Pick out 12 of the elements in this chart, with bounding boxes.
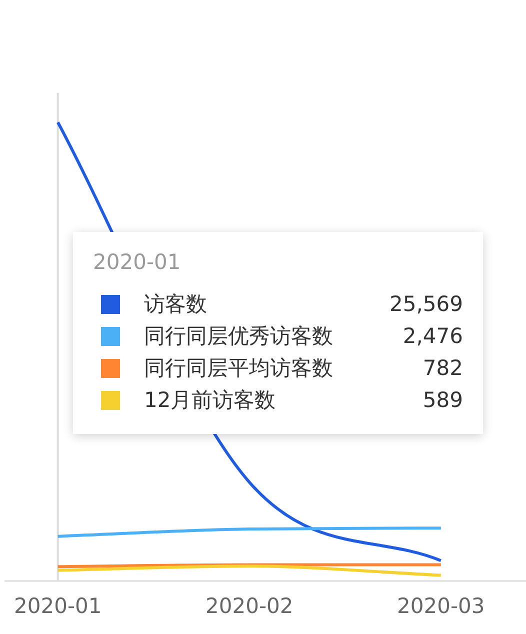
annotation: 2020-01 bbox=[93, 250, 182, 274]
x-tick-label: 2020-03 bbox=[397, 594, 485, 618]
annotation: 589 bbox=[422, 388, 463, 412]
legend-label: 访客数 bbox=[144, 291, 208, 318]
annotation: 25,569 bbox=[390, 292, 463, 316]
legend-label: 同行同层优秀访客数 bbox=[144, 323, 334, 350]
annotation: 2,476 bbox=[402, 324, 463, 348]
x-tick-label: 2020-02 bbox=[206, 594, 294, 618]
x-tick-label: 2020-01 bbox=[14, 594, 102, 618]
annotation: 782 bbox=[422, 356, 463, 380]
legend-label: 12月前访客数 bbox=[144, 387, 277, 414]
legend-label: 同行同层平均访客数 bbox=[144, 355, 334, 382]
